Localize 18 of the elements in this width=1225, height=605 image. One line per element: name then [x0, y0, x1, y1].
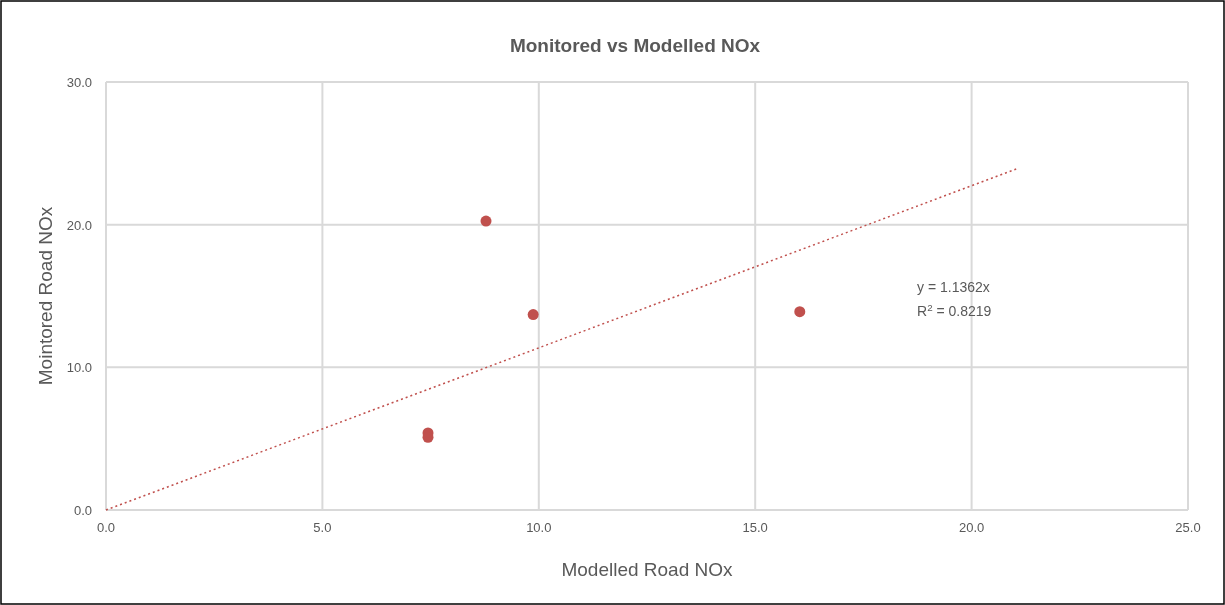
y-tick-label: 10.0: [66, 360, 92, 376]
annotation: R$^{2}$ = 0.8219: [917, 301, 992, 319]
x-tick-label: 10.0: [526, 520, 552, 535]
x-tick-label: 20.0: [958, 520, 985, 535]
y-axis-title: Mointored Road NOx: [35, 206, 56, 386]
annotation: y = 1.1362x: [917, 279, 990, 295]
x-tick-label: 15.0: [742, 520, 768, 535]
point: [480, 215, 492, 227]
x-tick-label: 0.0: [96, 520, 116, 535]
point: [527, 309, 539, 321]
point: [794, 306, 806, 318]
x-tick-label: 25.0: [1175, 520, 1201, 535]
y-tick-label: 30.0: [66, 75, 92, 90]
x-tick-label: 5.0: [313, 520, 332, 535]
y-tick-label: 20.0: [66, 217, 92, 233]
chart-title: Monitored vs Modelled NOx: [509, 35, 761, 56]
y-tick-label: 0.0: [73, 503, 92, 518]
x-axis-title: Modelled Road NOx: [561, 559, 734, 580]
